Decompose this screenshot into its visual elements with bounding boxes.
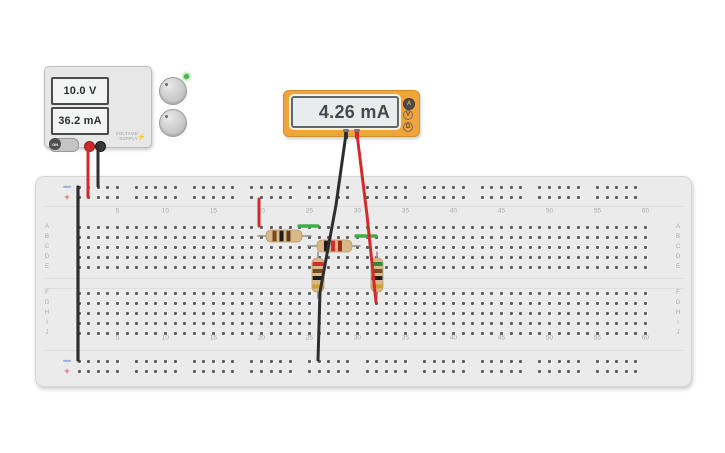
column-number: 45 [497, 207, 506, 215]
column-number: 15 [209, 334, 218, 342]
row-label: E [675, 264, 681, 270]
rail-negative-mark [63, 185, 71, 189]
row-label: A [675, 224, 681, 230]
row-label: I [677, 320, 679, 326]
column-number: 50 [545, 207, 554, 215]
column-number: 25 [305, 334, 314, 342]
row-label: D [675, 254, 681, 260]
row-label: H [675, 310, 681, 316]
row-label: I [46, 320, 48, 326]
column-number: 20 [257, 207, 266, 215]
row-label: H [44, 310, 50, 316]
row-label: G [44, 300, 50, 306]
column-number: 5 [115, 207, 120, 215]
mode-button-a[interactable]: A [403, 98, 415, 110]
multimeter-reading: 4.26 mA [291, 96, 399, 128]
device-label: VOLTAGE SUPPLY [115, 130, 138, 142]
divider [44, 206, 683, 207]
row-label: G [675, 300, 681, 306]
row-label: C [675, 244, 681, 250]
lightning-icon: ⚡ [137, 134, 146, 141]
row-label: F [45, 290, 49, 296]
divider [44, 278, 683, 279]
current-knob[interactable] [159, 109, 187, 137]
mode-button-v[interactable]: V [403, 110, 413, 120]
row-label: B [675, 234, 681, 240]
row-label: B [44, 234, 50, 240]
column-number: 45 [497, 334, 506, 342]
column-number: 55 [593, 334, 602, 342]
rail-negative-mark [63, 359, 71, 363]
column-number: 60 [641, 334, 650, 342]
row-label: J [676, 330, 680, 336]
positive-terminal[interactable] [84, 141, 95, 152]
column-number: 40 [449, 334, 458, 342]
column-number: 55 [593, 207, 602, 215]
column-number: 50 [545, 334, 554, 342]
row-label: E [44, 264, 50, 270]
power-toggle[interactable]: ON [49, 138, 79, 152]
mode-button-ohm[interactable]: Ω [403, 122, 413, 132]
row-label: F [676, 290, 680, 296]
rail-positive-mark: + [64, 366, 70, 376]
row-label: D [44, 254, 50, 260]
column-number: 10 [161, 334, 170, 342]
row-label: J [45, 330, 49, 336]
column-number: 10 [161, 207, 170, 215]
column-number: 5 [115, 334, 120, 342]
column-number: 30 [353, 207, 362, 215]
power-supply[interactable]: 10.0 V 36.2 mA ON VOLTAGE SUPPLY ⚡ [44, 66, 189, 152]
power-led [184, 74, 189, 79]
divider [44, 350, 683, 351]
multimeter-black-probe[interactable] [343, 129, 349, 139]
column-number: 35 [401, 334, 410, 342]
divider [44, 288, 683, 289]
column-number: 60 [641, 207, 650, 215]
voltage-display: 10.0 V [51, 77, 109, 105]
current-display: 36.2 mA [51, 107, 109, 135]
column-number: 15 [209, 207, 218, 215]
column-number: 20 [257, 334, 266, 342]
breadboard[interactable]: 5 10 15 20 25 30 35 40 45 50 55 60 5 10 15 20 25 30 35 40 45… [35, 176, 692, 387]
power-toggle-knob[interactable]: ON [49, 138, 61, 150]
rail-positive-mark: + [64, 192, 70, 202]
column-number: 25 [305, 207, 314, 215]
negative-terminal[interactable] [95, 141, 106, 152]
row-label: C [44, 244, 50, 250]
multimeter-red-probe[interactable] [354, 129, 360, 139]
column-number: 40 [449, 207, 458, 215]
row-label: A [44, 224, 50, 230]
voltage-knob[interactable] [159, 77, 187, 105]
column-number: 35 [401, 207, 410, 215]
column-number: 30 [353, 334, 362, 342]
